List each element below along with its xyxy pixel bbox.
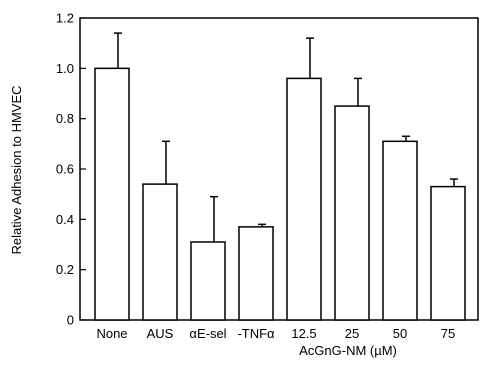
bar xyxy=(238,226,274,321)
y-axis: 0 0.2 0.4 0.6 0.8 1.0 1.2 xyxy=(56,11,86,328)
group-label: AcGnG-NM (µM) xyxy=(299,343,397,358)
x-tick-label: 75 xyxy=(441,326,455,341)
y-tick-label: 0 xyxy=(67,313,74,328)
plot-border xyxy=(79,17,479,321)
y-tick-label: 0.4 xyxy=(56,212,74,227)
x-tick-label: 25 xyxy=(345,326,359,341)
bars-group xyxy=(94,67,466,321)
y-axis-label: Relative Adhesion to HMVEC xyxy=(9,85,24,254)
bar xyxy=(94,67,130,321)
y-tick-label: 0.8 xyxy=(56,111,74,126)
plot-frame xyxy=(79,17,479,321)
error-bars-group xyxy=(114,32,458,242)
x-tick-label: αE-sel xyxy=(189,326,226,341)
bar xyxy=(286,77,322,321)
x-tick-label: AUS xyxy=(147,326,174,341)
bar xyxy=(430,185,466,321)
bar xyxy=(382,140,418,321)
y-tick-label: 0.2 xyxy=(56,262,74,277)
y-tick-label: 0.6 xyxy=(56,162,74,177)
y-tick-label: 1.2 xyxy=(56,11,74,26)
bar xyxy=(190,241,226,321)
bar xyxy=(142,183,178,321)
bar xyxy=(334,105,370,321)
x-tick-label: 50 xyxy=(393,326,407,341)
x-tick-label: None xyxy=(96,326,127,341)
x-tick-label: -TNFα xyxy=(237,326,275,341)
y-tick-label: 1.0 xyxy=(56,61,74,76)
x-tick-label: 12.5 xyxy=(291,326,316,341)
x-tick-labels: None AUS αE-sel -TNFα 12.5 25 50 75 xyxy=(96,326,455,341)
